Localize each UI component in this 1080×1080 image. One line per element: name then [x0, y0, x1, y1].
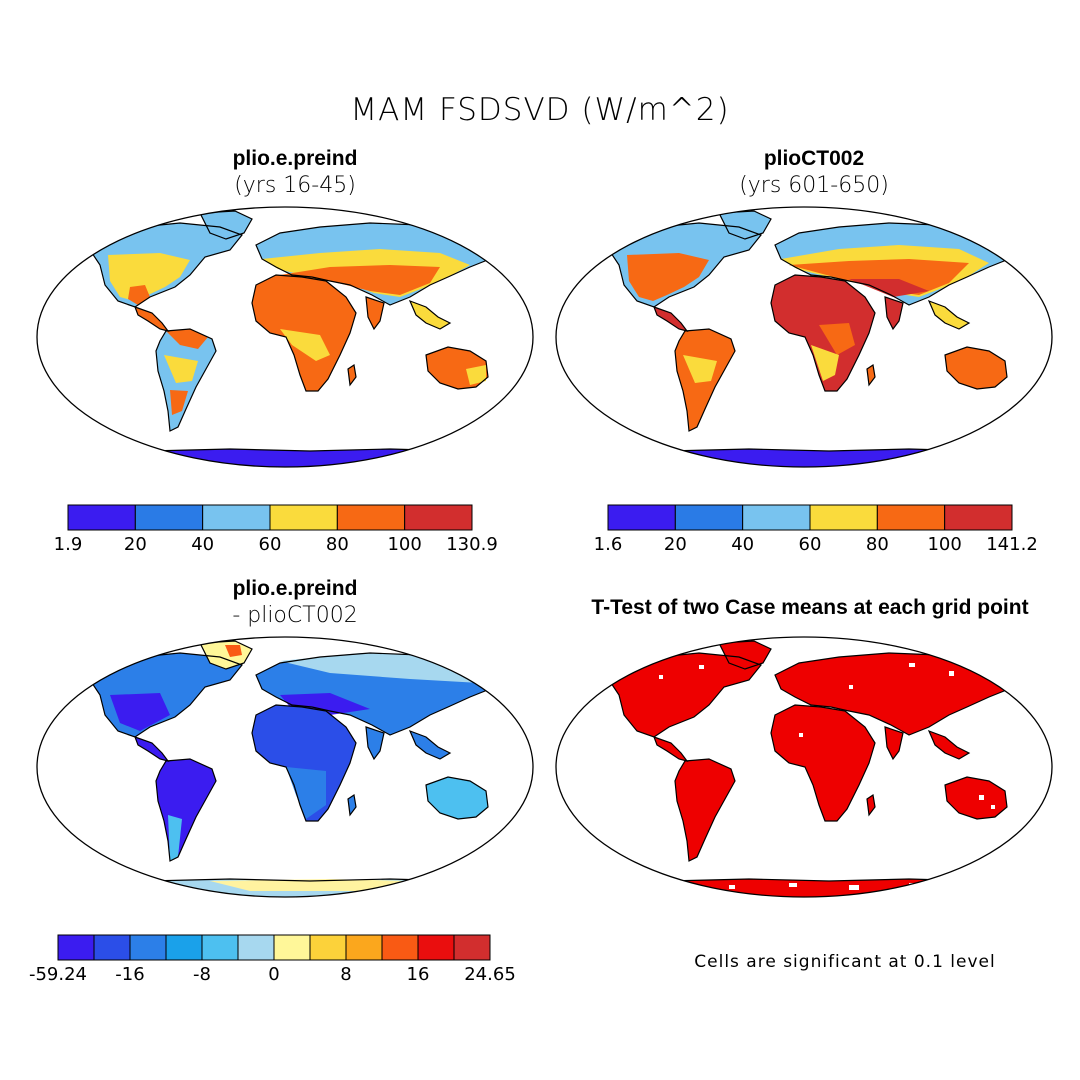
- colorbar-swatch: [944, 504, 1013, 531]
- colorbar-top-left: [67, 504, 473, 531]
- colorbar-swatch: [381, 934, 419, 961]
- panel-title-bottom-left: plio.e.preind: [232, 577, 358, 600]
- panel-subtitle-bottom-left: - plioCT002: [232, 603, 358, 628]
- colorbar-tick-label: 0: [268, 964, 280, 985]
- map-bottom-right: [555, 636, 1053, 898]
- colorbar-swatch: [404, 504, 473, 531]
- colorbar-tick-label: 60: [798, 534, 822, 555]
- colorbar-swatch: [742, 504, 811, 531]
- panel-title-top-right: plioCT002: [763, 147, 865, 170]
- colorbar-tick-label: 8: [340, 964, 352, 985]
- colorbar-swatch: [417, 934, 455, 961]
- colorbar-tick-label: 24.65: [464, 964, 516, 985]
- colorbar-tick-label: 40: [731, 534, 755, 555]
- colorbar-swatch: [876, 504, 946, 531]
- colorbar-swatch: [607, 504, 676, 531]
- colorbar-tick-label: 1.6: [593, 534, 623, 555]
- colorbar-top-right-labels: 1.6 20 40 60 80 100 141.2: [594, 534, 1038, 558]
- colorbar-tick-label: 40: [191, 534, 215, 555]
- colorbar-bottom-left-labels: -59.24 -16 -8 0 8 16 24.65: [29, 964, 516, 988]
- map-top-right: [555, 206, 1053, 468]
- colorbar-swatch: [336, 504, 406, 531]
- panel-subtitle-top-left: (yrs 16-45): [234, 173, 356, 198]
- colorbar-tick-label: -59.24: [28, 964, 88, 985]
- map-bottom-left: [36, 636, 534, 898]
- significance-note: Cells are significant at 0.1 level: [694, 952, 996, 972]
- colorbar-tick-label: 80: [325, 534, 349, 555]
- colorbar-swatch: [129, 934, 167, 961]
- colorbar-swatch: [237, 934, 275, 961]
- figure-title: MAM FSDSVD (W/m^2): [350, 92, 730, 128]
- colorbar-swatch: [201, 934, 239, 961]
- colorbar-top-right: [607, 504, 1013, 531]
- colorbar-swatch: [67, 504, 136, 531]
- colorbar-swatch: [202, 504, 271, 531]
- colorbar-tick-label: 60: [258, 534, 282, 555]
- colorbar-swatch: [273, 934, 311, 961]
- colorbar-swatch: [93, 934, 131, 961]
- colorbar-tick-label: -8: [193, 964, 211, 985]
- map-top-left: [36, 206, 534, 468]
- colorbar-swatch: [309, 934, 347, 961]
- colorbar-swatch: [269, 504, 338, 531]
- colorbar-tick-label: -16: [115, 964, 145, 985]
- panel-subtitle-top-right: (yrs 601-650): [739, 173, 889, 198]
- colorbar-swatch: [165, 934, 203, 961]
- colorbar-tick-label: 16: [406, 964, 430, 985]
- colorbar-swatch: [674, 504, 744, 531]
- colorbar-tick-label: 20: [123, 534, 147, 555]
- colorbar-swatch: [345, 934, 383, 961]
- colorbar-tick-label: 100: [927, 534, 962, 555]
- colorbar-tick-label: 141.2: [986, 534, 1038, 555]
- colorbar-swatch: [453, 934, 491, 961]
- colorbar-tick-label: 1.9: [53, 534, 83, 555]
- colorbar-top-left-labels: 1.9 20 40 60 80 100 130.9: [54, 534, 498, 558]
- colorbar-swatch: [134, 504, 204, 531]
- colorbar-swatch: [809, 504, 878, 531]
- colorbar-tick-label: 100: [387, 534, 422, 555]
- panel-title-bottom-right: T-Test of two Case means at each grid po…: [591, 596, 1029, 619]
- colorbar-swatch: [57, 934, 95, 961]
- colorbar-tick-label: 20: [663, 534, 687, 555]
- colorbar-tick-label: 80: [865, 534, 889, 555]
- colorbar-bottom-left: [57, 934, 491, 961]
- panel-title-top-left: plio.e.preind: [232, 147, 358, 170]
- colorbar-tick-label: 130.9: [446, 534, 498, 555]
